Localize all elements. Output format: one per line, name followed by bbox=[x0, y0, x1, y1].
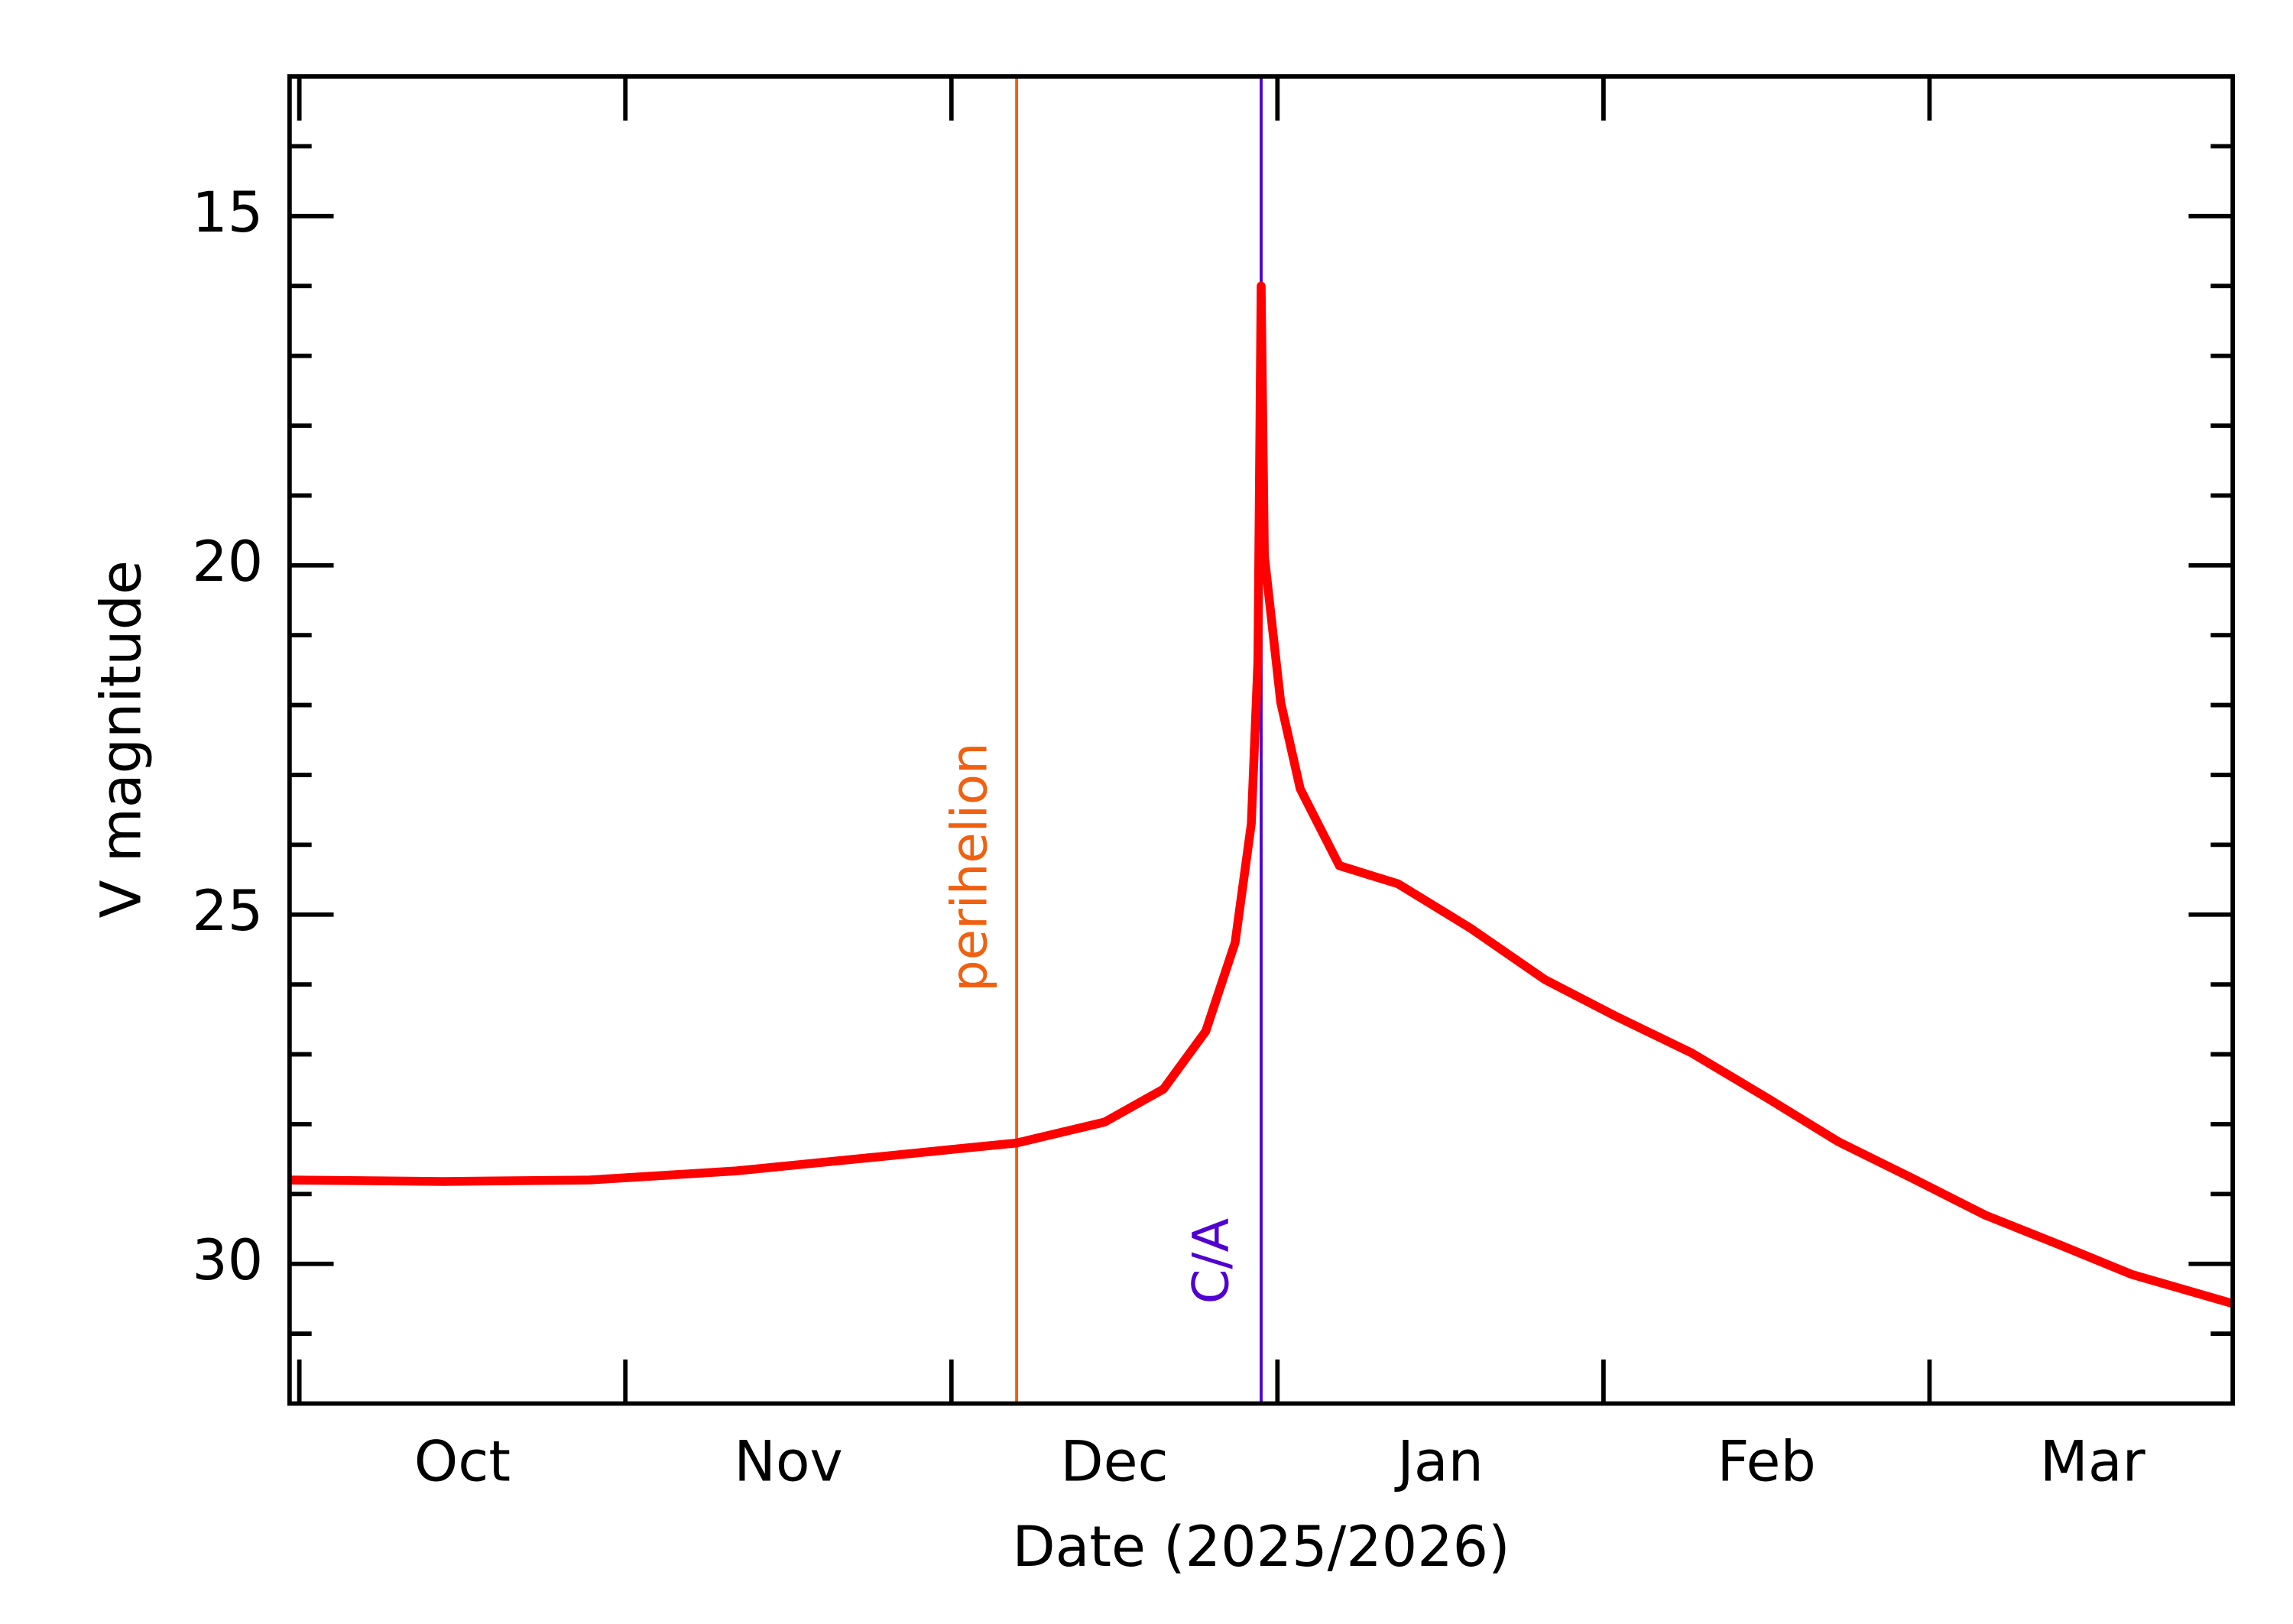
marker-label: perihelion bbox=[940, 743, 998, 992]
y-tick-label: 20 bbox=[192, 530, 263, 595]
x-tick-label: Mar bbox=[2040, 1429, 2146, 1494]
x-tick-label: Feb bbox=[1717, 1429, 1815, 1494]
data-line bbox=[289, 281, 2234, 1308]
x-axis-label: Date (2025/2026) bbox=[1012, 1515, 1510, 1580]
y-axis-label: V magnitude bbox=[89, 560, 154, 918]
x-tick-label: Oct bbox=[414, 1429, 511, 1494]
x-tick-label: Dec bbox=[1060, 1429, 1168, 1494]
y-tick-label: 15 bbox=[192, 180, 263, 245]
x-tick-label: Nov bbox=[734, 1429, 843, 1494]
plot-frame bbox=[287, 74, 2236, 1406]
x-tick-label: Jan bbox=[1394, 1429, 1484, 1494]
y-tick-label: 25 bbox=[192, 879, 263, 944]
y-tick-label: 30 bbox=[192, 1228, 263, 1293]
marker-label: C/A bbox=[1182, 1218, 1241, 1305]
